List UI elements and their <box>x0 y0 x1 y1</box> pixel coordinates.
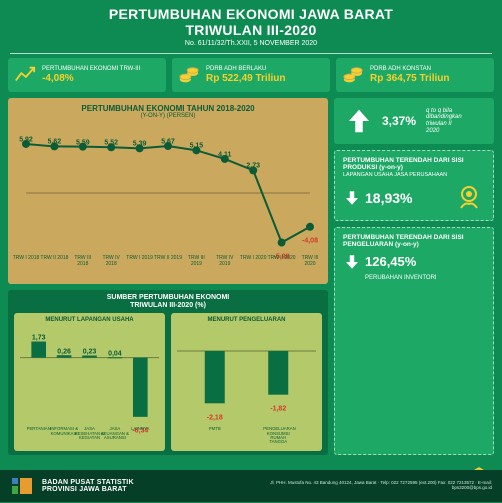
line-value-label: -4,08 <box>302 237 318 244</box>
line-axis-label: TRW II 2018 <box>40 255 68 261</box>
gear-hand-icon <box>453 182 485 214</box>
low-exp-title: PERTUMBUHAN TERENDAH DARI SISI PENGELUAR… <box>343 234 485 248</box>
line-axis-label: TRW II 2019 <box>154 255 182 261</box>
kpi-konstan-label: PDRB ADH KONSTAN <box>370 66 449 73</box>
bar-chart-lapangan: 1,73PERTANIAN0,26INFORMASI & KOMUNIKASI0… <box>18 325 161 443</box>
kpi-pdrb-konstan: PDRB ADH KONSTANRp 364,75 Triliun <box>336 58 494 92</box>
footer: BADAN PUSAT STATISTIK PROVINSI JAWA BARA… <box>0 470 502 502</box>
line-value-label: 5,59 <box>76 139 90 146</box>
kpi-row: PERTUMBUHAN EKONOMI TRW-III-4,08% PDRB A… <box>0 58 502 92</box>
kpi-pdrb-berlaku: PDRB ADH BERLAKURp 522,49 Triliun <box>172 58 330 92</box>
line-axis-label: TRW I 2018 <box>12 255 40 261</box>
qoq-value: 3,37% <box>382 114 416 128</box>
bps-logo-icon <box>10 474 34 498</box>
sources-right-title: MENURUT PENGELUARAN <box>175 317 318 323</box>
kpi-growth-value: -4,08% <box>42 73 140 84</box>
footer-org-l2: PROVINSI JAWA BARAT <box>42 486 134 493</box>
footer-org-l1: BADAN PUSAT STATISTIK <box>42 479 134 486</box>
footer-address: Jl. PHH. Mustofa No. 43 Bandung 40124, J… <box>252 481 492 491</box>
line-axis-label: TRW II 2020 <box>268 255 296 261</box>
arrow-down-icon <box>343 189 361 207</box>
kpi-konstan-value: Rp 364,75 Triliun <box>370 73 449 84</box>
low-exp-value: 126,45% <box>365 254 416 269</box>
low-prod-value: 18,93% <box>365 190 412 206</box>
line-axis-label: TRW III 2020 <box>296 255 324 267</box>
sources-panel: SUMBER PERTUMBUHAN EKONOMI TRIWULAN III-… <box>8 290 328 455</box>
bar-value-label: -2,18 <box>207 414 223 421</box>
low-production-card: PERTUMBUHAN TERENDAH DARI SISI PRODUKSI … <box>334 150 494 221</box>
bar-chart-pengeluaran: -2,18 PMTB -1,82 PENGELUARAN KONSUMSI RUMAH… <box>175 325 318 443</box>
doc-number: No. 61/11/32/Th.XXII, 5 NOVEMBER 2020 <box>8 40 494 47</box>
bar-value-label: -1,82 <box>270 405 286 412</box>
sources-title-l2: TRIWULAN III-2020 (%) <box>14 302 322 310</box>
line-chart: 5,92TRW I 20185,62TRW II 20185,59TRW III… <box>16 121 320 271</box>
sources-left-title: MENURUT LAPANGAN USAHA <box>18 317 161 323</box>
qoq-desc4: 2020 <box>426 128 462 135</box>
line-value-label: 2,73 <box>246 163 260 170</box>
line-axis-label: TRW III 2019 <box>182 255 210 267</box>
qoq-card: 3,37% q to q bila dibandingkan triwulan … <box>334 98 494 144</box>
sources-title-l1: SUMBER PERTUMBUHAN EKONOMI <box>14 294 322 302</box>
kpi-growth: PERTUMBUHAN EKONOMI TRW-III-4,08% <box>8 58 166 92</box>
line-value-label: 4,11 <box>218 151 231 158</box>
arrow-down-icon <box>343 253 361 271</box>
bar-value-label: 0,23 <box>83 348 97 355</box>
low-exp-unit: PERUBAHAN INVENTORI <box>365 275 485 281</box>
coins-icon <box>178 64 200 86</box>
arrow-up-icon <box>342 104 376 138</box>
kpi-berlaku-value: Rp 522,49 Triliun <box>206 73 285 84</box>
bar-category-label: PENGELUARAN KONSUMSI RUMAH TANGGA <box>263 427 293 444</box>
chart-subtitle: (Y-ON-Y) (PERSEN) <box>16 113 320 119</box>
line-axis-label: TRW IV 2018 <box>97 255 125 267</box>
low-prod-title: PERTUMBUHAN TERENDAH DARI SISI PRODUKSI … <box>343 157 485 171</box>
sources-right-col: MENURUT PENGELUARAN -2,18 PMTB -1,82 PENGEL… <box>171 313 322 451</box>
qoq-desc1: q to q bila <box>426 108 462 115</box>
line-value-label: 5,52 <box>104 140 118 147</box>
bar-category-label: PMTB <box>200 427 230 431</box>
coins-icon <box>342 64 364 86</box>
bar-category-label: LAINNYA <box>125 427 155 431</box>
trend-icon <box>14 64 36 86</box>
line-axis-label: TRW III 2018 <box>69 255 97 267</box>
title-line1: PERTUMBUHAN EKONOMI JAWA BARAT <box>8 6 494 22</box>
kpi-growth-label: PERTUMBUHAN EKONOMI TRW-III <box>42 66 140 73</box>
kpi-berlaku-label: PDRB ADH BERLAKU <box>206 66 285 73</box>
bar-value-label: 0,04 <box>108 350 122 357</box>
low-prod-sub: LAPANGAN USAHA JASA PERUSAHAAN <box>343 172 485 178</box>
line-value-label: 5,92 <box>19 136 33 143</box>
title-line2: TRIWULAN III-2020 <box>8 22 494 38</box>
sources-left-col: MENURUT LAPANGAN USAHA 1,73PERTANIAN0,26… <box>14 313 165 451</box>
bar-value-label: 0,26 <box>57 348 71 355</box>
line-axis-label: TRW I 2020 <box>239 255 267 261</box>
line-value-label: 5,62 <box>48 139 62 146</box>
qoq-desc2: dibandingkan <box>426 114 462 121</box>
low-expenditure-card: PERTUMBUHAN TERENDAH DARI SISI PENGELUAR… <box>334 227 494 455</box>
header: PERTUMBUHAN EKONOMI JAWA BARAT TRIWULAN … <box>0 0 502 49</box>
qoq-desc3: triwulan II <box>426 121 462 128</box>
bar-value-label: 1,73 <box>32 334 46 341</box>
divider <box>10 53 492 54</box>
line-value-label: 5,39 <box>133 141 147 148</box>
line-axis-label: TRW IV 2019 <box>211 255 239 267</box>
line-axis-label: TRW I 2019 <box>126 255 154 261</box>
line-chart-panel: PERTUMBUHAN EKONOMI TAHUN 2018-2020 (Y-O… <box>8 98 328 284</box>
chart-title: PERTUMBUHAN EKONOMI TAHUN 2018-2020 <box>16 104 320 113</box>
line-value-label: 5,15 <box>190 143 204 150</box>
line-value-label: 5,67 <box>161 138 175 145</box>
